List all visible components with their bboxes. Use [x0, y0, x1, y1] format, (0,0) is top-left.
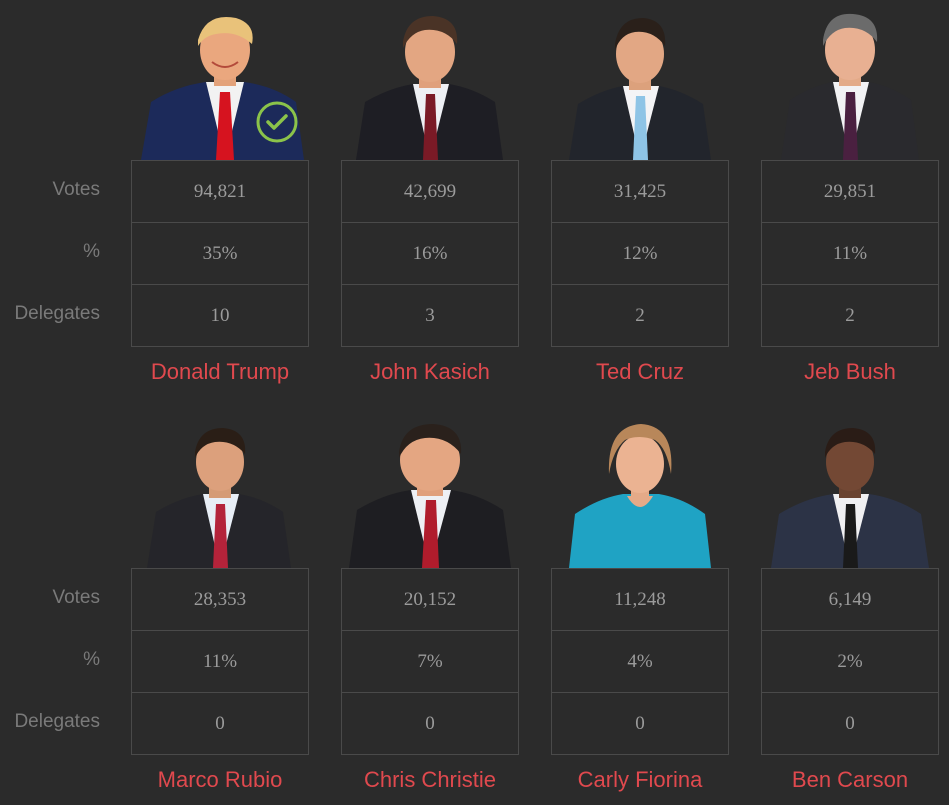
- stats-table: 11,248 4% 0: [551, 568, 729, 755]
- percent-value: 7%: [342, 631, 518, 693]
- delegates-value: 10: [210, 304, 230, 326]
- percent-value: 35%: [132, 223, 308, 285]
- percent-value: 2%: [762, 631, 938, 693]
- delegates-value: 0: [425, 712, 435, 734]
- candidate-photo: [131, 418, 309, 568]
- percent-value: 16%: [342, 223, 518, 285]
- candidate-name[interactable]: Marco Rubio: [157, 767, 283, 792]
- delegates-row-label: Delegates: [14, 711, 100, 732]
- results-group-1: Votes % Delegates: [0, 0, 949, 395]
- stats-table: 94,821 35% 10: [131, 160, 309, 347]
- percent-row-label: %: [83, 649, 100, 670]
- percent-value: 11%: [132, 631, 308, 693]
- candidate-name[interactable]: Jeb Bush: [804, 359, 896, 384]
- stats-table: 31,425 12% 2: [551, 160, 729, 347]
- stats-table: 6,149 2% 0: [761, 568, 939, 755]
- percent-value: 11%: [762, 223, 938, 285]
- winner-check-icon: [255, 100, 298, 143]
- percent-value: 4%: [552, 631, 728, 693]
- delegates-value: 0: [215, 712, 225, 734]
- candidate-photo: [761, 10, 939, 160]
- percent-value: 12%: [552, 223, 728, 285]
- candidate-name[interactable]: John Kasich: [370, 359, 490, 384]
- votes-value: 42,699: [342, 161, 518, 223]
- percent-row-label: %: [83, 241, 100, 262]
- candidate-photo: [341, 418, 519, 568]
- votes-value: 31,425: [552, 161, 728, 223]
- stats-table: 42,699 16% 3: [341, 160, 519, 347]
- delegates-value: 2: [635, 304, 645, 326]
- candidate-name[interactable]: Donald Trump: [150, 359, 290, 384]
- candidate-name[interactable]: Ben Carson: [791, 767, 909, 792]
- candidate-photo: [341, 10, 519, 160]
- votes-value: 28,353: [132, 569, 308, 631]
- candidate-name[interactable]: Carly Fiorina: [577, 767, 703, 792]
- candidate-photo: [136, 10, 314, 160]
- candidate-photo: [551, 10, 729, 160]
- candidate-name[interactable]: Chris Christie: [363, 767, 497, 792]
- stats-table: 29,851 11% 2: [761, 160, 939, 347]
- candidate-name[interactable]: Ted Cruz: [595, 359, 685, 384]
- stats-table: 20,152 7% 0: [341, 568, 519, 755]
- votes-value: 6,149: [762, 569, 938, 631]
- votes-value: 29,851: [762, 161, 938, 223]
- delegates-row-label: Delegates: [14, 303, 100, 324]
- votes-value: 94,821: [132, 161, 308, 223]
- votes-row-label: Votes: [52, 179, 100, 200]
- candidate-photo: [551, 418, 729, 568]
- delegates-value: 2: [845, 304, 855, 326]
- results-group-2: Votes % Delegates 28,353 11% 0: [0, 408, 949, 803]
- votes-row-label: Votes: [52, 587, 100, 608]
- votes-value: 20,152: [342, 569, 518, 631]
- delegates-value: 0: [635, 712, 645, 734]
- delegates-value: 3: [425, 304, 435, 326]
- candidate-photo: [761, 418, 939, 568]
- votes-value: 11,248: [552, 569, 728, 631]
- delegates-value: 0: [845, 712, 855, 734]
- stats-table: 28,353 11% 0: [131, 568, 309, 755]
